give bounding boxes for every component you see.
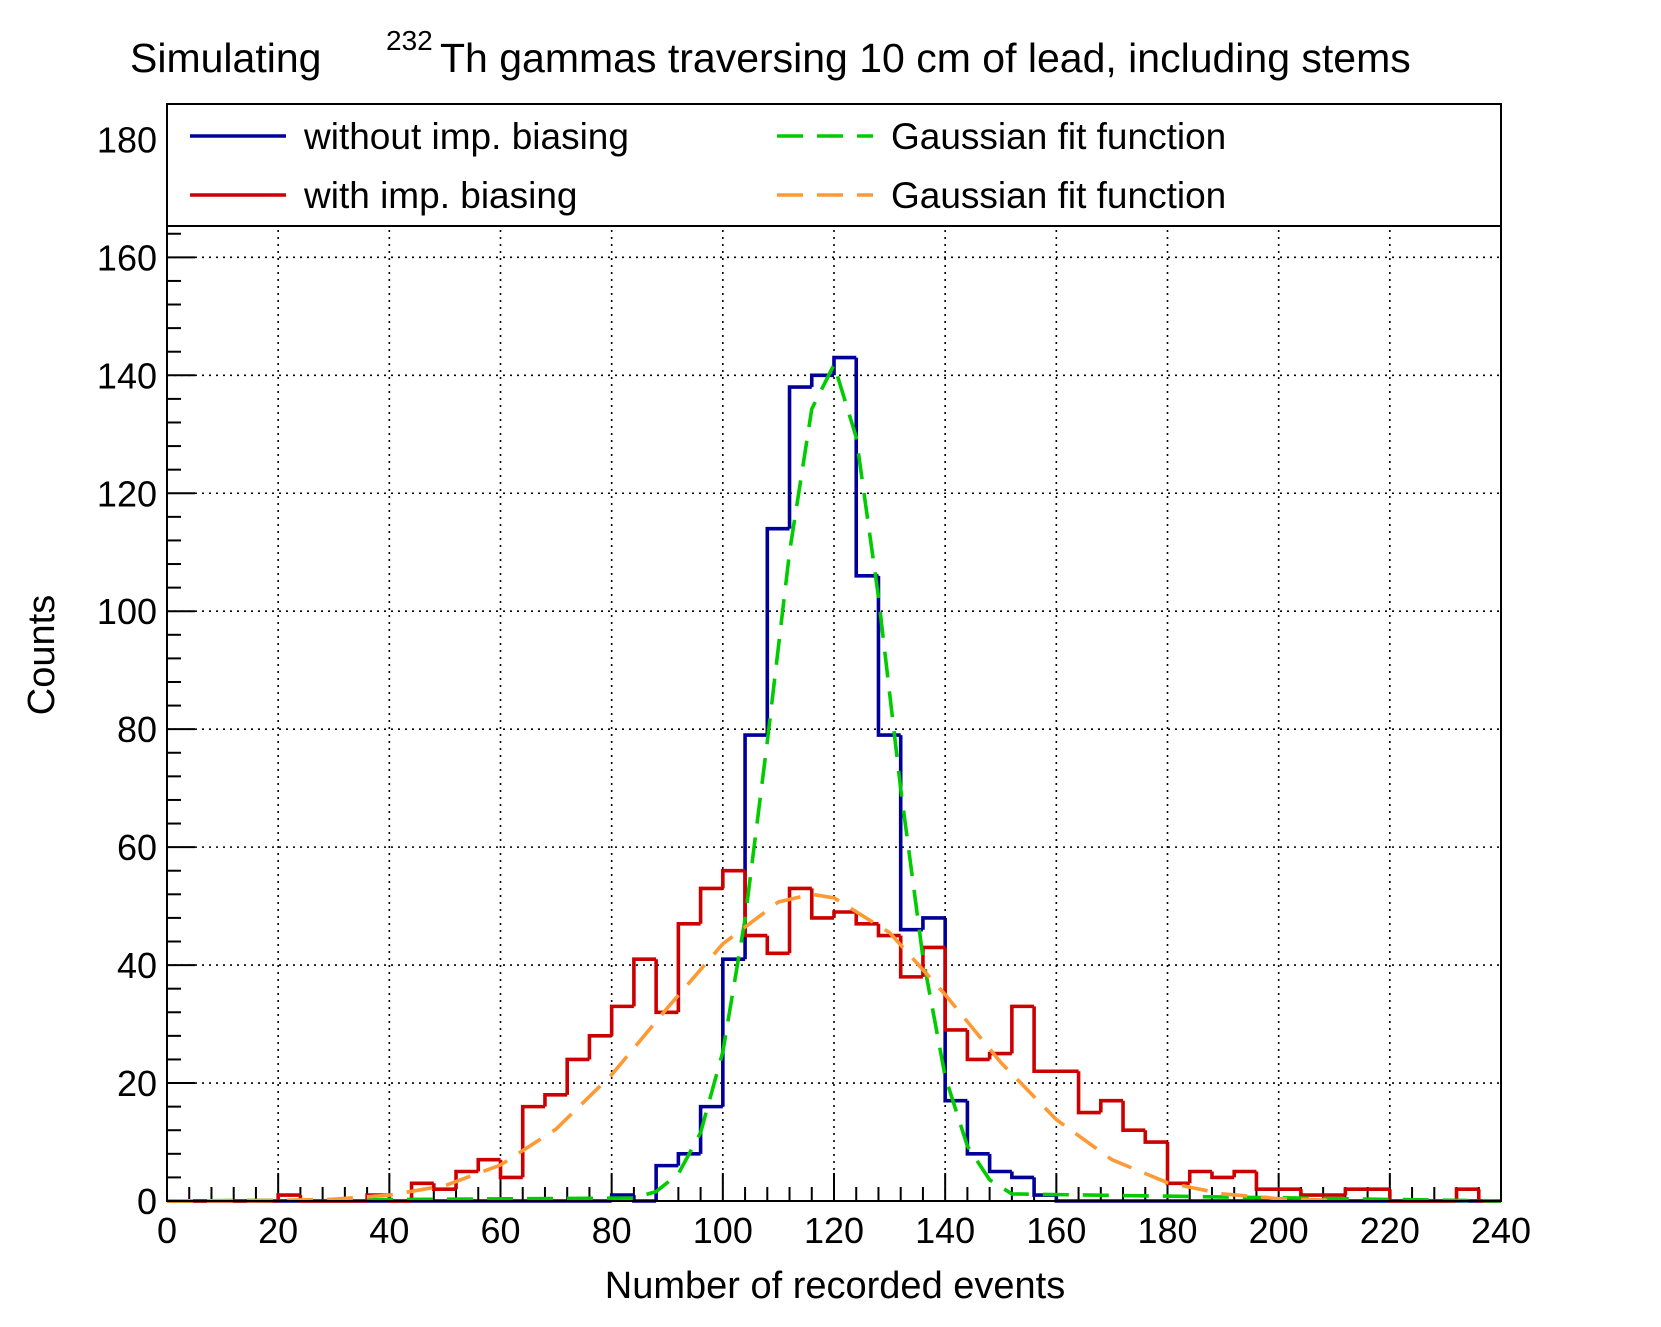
histogram-bin — [809, 373, 834, 388]
histogram-bin — [1010, 1171, 1035, 1180]
chart-title: Simulating — [130, 35, 321, 81]
histogram-bin — [1032, 1177, 1057, 1197]
histogram-bin — [698, 1104, 723, 1154]
legend-label: Gaussian fit function — [891, 116, 1226, 157]
histogram-bin — [721, 868, 746, 889]
x-tick-label: 200 — [1249, 1210, 1309, 1251]
x-axis-label: Number of recorded events — [605, 1265, 1065, 1307]
histogram-bin — [676, 922, 701, 1013]
histogram-bin — [943, 917, 968, 1103]
histogram-bin — [1076, 1071, 1101, 1115]
x-tick-label: 40 — [369, 1210, 409, 1251]
histogram-bin — [409, 1181, 434, 1201]
fit-curve — [166, 892, 1335, 1203]
histogram-bin — [476, 1157, 501, 1172]
x-tick-label: 180 — [1137, 1210, 1197, 1251]
histogram-bin — [1343, 1187, 1368, 1196]
histogram-bin — [743, 870, 768, 938]
x-tick-label: 240 — [1471, 1210, 1531, 1251]
histogram-bin — [654, 1163, 679, 1201]
histogram-bin — [698, 886, 723, 924]
histogram-bin — [565, 1057, 590, 1095]
legend-label: with imp. biasing — [303, 175, 578, 216]
histogram-bin — [876, 575, 901, 737]
x-tick-label: 160 — [1026, 1210, 1086, 1251]
x-tick-label: 20 — [258, 1210, 298, 1251]
chart-title: Th gammas traversing 10 cm of lead, incl… — [440, 35, 1411, 81]
y-tick-label: 20 — [117, 1063, 157, 1104]
legend-label: Gaussian fit function — [891, 175, 1226, 216]
x-tick-label: 80 — [592, 1210, 632, 1251]
histogram-bin — [898, 935, 923, 979]
y-tick-label: 60 — [117, 827, 157, 868]
histogram-bin — [987, 1153, 1012, 1174]
histogram-bin — [854, 357, 879, 578]
y-tick-label: 40 — [117, 945, 157, 986]
histogram-bin — [1143, 1130, 1168, 1144]
histogram-bin — [1121, 1100, 1146, 1133]
histogram-bin — [854, 912, 879, 926]
histogram-bin — [1210, 1171, 1235, 1180]
histogram-bin — [965, 1029, 990, 1062]
histogram-bin — [765, 935, 790, 956]
x-tick-label: 220 — [1360, 1210, 1420, 1251]
histogram-bin — [1454, 1187, 1479, 1201]
histogram-bin — [1010, 1004, 1035, 1054]
histogram-bin — [1254, 1171, 1279, 1191]
histogram-series — [167, 355, 1501, 1203]
x-tick-label: 140 — [915, 1210, 975, 1251]
histogram-bin — [1299, 1189, 1324, 1197]
histogram-bin — [676, 1152, 701, 1166]
y-tick-label: 0 — [137, 1181, 157, 1222]
histogram-bin — [520, 1104, 545, 1178]
histogram-bin — [921, 916, 946, 930]
histogram-bin — [1187, 1169, 1212, 1184]
histogram-bin — [787, 886, 812, 954]
legend-box — [166, 103, 1502, 227]
histogram-bin — [432, 1183, 457, 1191]
histogram-bin — [787, 385, 812, 529]
histogram-bin — [609, 1004, 634, 1036]
legend-label: without imp. biasing — [303, 116, 629, 157]
y-tick-label: 140 — [97, 355, 157, 396]
histogram-bin — [832, 355, 857, 376]
histogram-bin — [1232, 1169, 1257, 1178]
y-tick-label: 160 — [97, 237, 157, 278]
histogram-bin — [987, 1051, 1012, 1060]
y-tick-label: 180 — [97, 119, 157, 160]
chart-title-superscript: 232 — [386, 25, 433, 56]
y-tick-label: 80 — [117, 709, 157, 750]
histogram-bin — [587, 1034, 612, 1060]
histogram-bin — [543, 1093, 568, 1107]
histogram-bin — [832, 910, 857, 918]
fit-curve — [166, 359, 1502, 1203]
x-tick-label: 100 — [693, 1210, 753, 1251]
histogram-bin — [809, 888, 834, 920]
x-tick-label: 120 — [804, 1210, 864, 1251]
histogram-bin — [765, 526, 790, 736]
x-tick-label: 60 — [480, 1210, 520, 1251]
histogram-bin — [943, 947, 968, 1032]
histogram-bin — [965, 1100, 990, 1156]
y-tick-label: 100 — [97, 591, 157, 632]
x-tick-label: 0 — [157, 1210, 177, 1251]
histogram-bin — [276, 1193, 301, 1201]
histogram-bin — [1165, 1142, 1190, 1186]
histogram-bin — [654, 959, 679, 1015]
histogram-bin — [1032, 1006, 1057, 1074]
histogram-bin — [1099, 1098, 1124, 1113]
histogram-bin — [898, 735, 923, 932]
histogram-bin — [632, 957, 657, 1007]
y-tick-label: 120 — [97, 473, 157, 514]
y-axis-label: Counts — [21, 595, 63, 715]
